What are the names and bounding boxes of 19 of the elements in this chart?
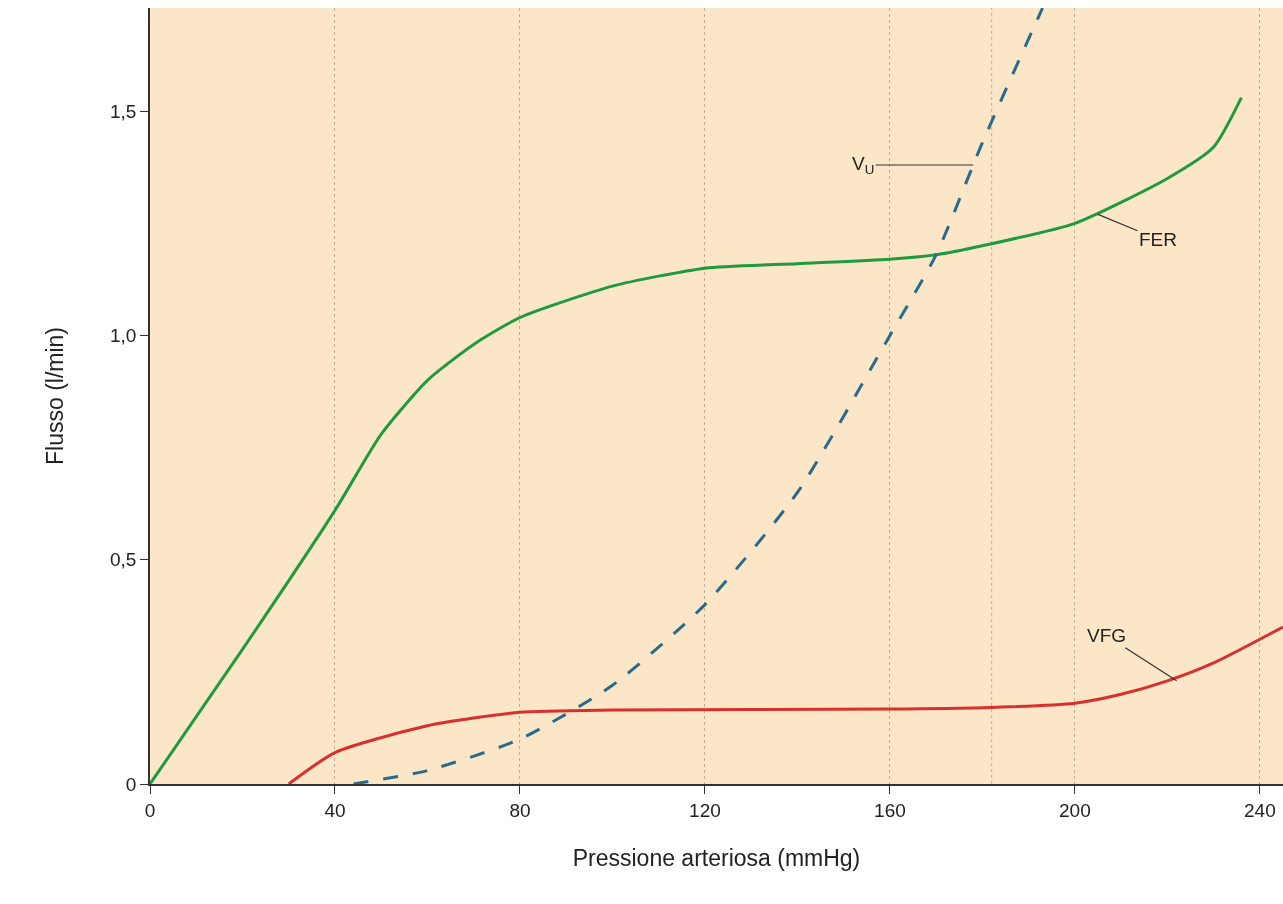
line-series [287, 625, 1283, 784]
line-series [150, 96, 1243, 784]
annotation: V$_{U}$ [852, 153, 875, 177]
x-tick-label: 160 [874, 799, 906, 821]
x-tick-label: 80 [509, 799, 531, 821]
y-tick-label: 1,5 [110, 100, 137, 122]
y-tick-label: 0,5 [110, 549, 137, 571]
annotation: VFG [1087, 625, 1127, 646]
x-tick-label: 0 [144, 799, 156, 821]
annotation: FER [1139, 229, 1177, 250]
x-tick-label: 200 [1059, 799, 1091, 821]
x-axis-title: Pressione arteriosa (mmHg) [572, 844, 861, 871]
y-tick-label: 1,0 [110, 325, 137, 347]
x-tick-label: 40 [324, 799, 346, 821]
line-series [351, 8, 1045, 784]
x-tick-label: 240 [1244, 799, 1276, 821]
y-tick-label: 0 [125, 773, 137, 795]
x-tick-label: 120 [689, 799, 721, 821]
y-axis-title: Flusso (l/min) [41, 326, 68, 466]
